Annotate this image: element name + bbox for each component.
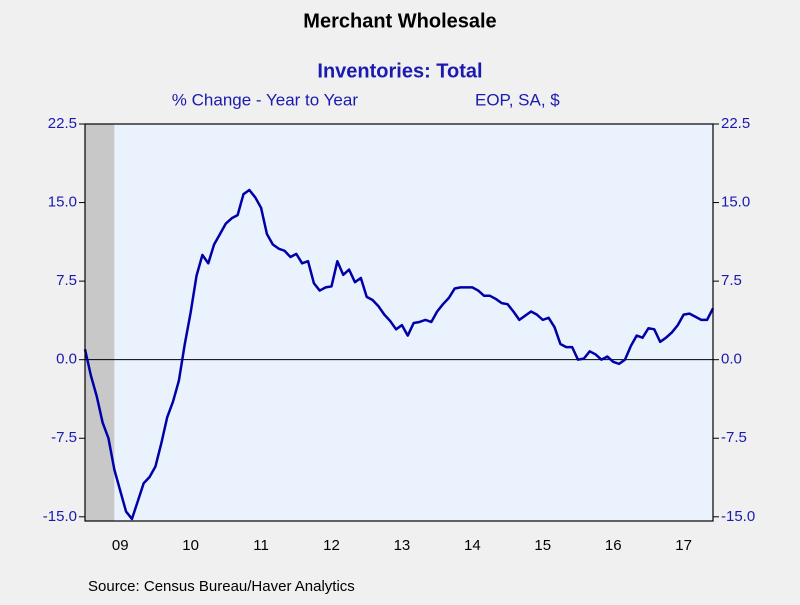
data-line <box>83 188 715 521</box>
x-tick-label: 10 <box>182 537 199 554</box>
y-tick-label-right: -7.5 <box>721 429 747 446</box>
x-tick-label: 11 <box>253 537 269 554</box>
units-label: % Change - Year to Year <box>172 90 359 109</box>
x-tick-label: 09 <box>112 537 129 554</box>
y-tick-label-left: 22.5 <box>48 115 77 132</box>
chart-subtitle: Inventories: Total <box>317 60 482 82</box>
plot-area <box>85 124 713 521</box>
y-tick-label-left: -15.0 <box>43 508 77 525</box>
source-label: Source: Census Bureau/Haver Analytics <box>88 578 355 595</box>
y-tick-label-right: 0.0 <box>721 351 742 368</box>
plot-frame <box>84 123 714 522</box>
x-tick-label: 14 <box>464 537 481 554</box>
chart-title: Merchant Wholesale <box>303 10 496 32</box>
x-tick-label: 16 <box>605 537 622 554</box>
x-tick-label: 15 <box>534 537 551 554</box>
x-tick-label: 13 <box>394 537 411 554</box>
notes-label: EOP, SA, $ <box>475 90 560 109</box>
y-tick-label-left: 15.0 <box>48 194 77 211</box>
recession-shade <box>85 124 115 521</box>
x-tick-label: 17 <box>675 537 692 554</box>
y-tick-label-right: -15.0 <box>721 508 755 525</box>
y-tick-label-left: -7.5 <box>51 429 77 446</box>
y-tick-label-right: 15.0 <box>721 194 750 211</box>
x-tick-label: 12 <box>323 537 340 554</box>
y-tick-label-right: 22.5 <box>721 115 750 132</box>
y-tick-label-left: 7.5 <box>56 272 77 289</box>
y-tick-label-right: 7.5 <box>721 272 742 289</box>
y-tick-label-left: 0.0 <box>56 351 77 368</box>
content <box>83 124 715 521</box>
